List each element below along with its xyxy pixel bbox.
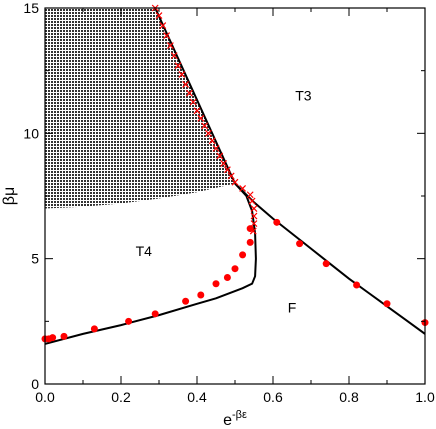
x-marker-9	[185, 89, 193, 97]
x-marker-14	[204, 129, 212, 137]
x-tick-label: 1.0	[415, 389, 435, 405]
x-axis-ticks: 0.0 0.2 0.4 0.6 0.8 1.0	[35, 8, 435, 405]
x-marker-13	[201, 122, 209, 130]
circle-marker-15	[273, 218, 281, 226]
x-marker-19	[223, 166, 231, 174]
x-marker-27	[250, 220, 258, 227]
circle-marker-19	[383, 300, 391, 308]
circle-marker-11	[231, 265, 239, 273]
x-marker-3	[163, 32, 171, 39]
circle-marker-16	[296, 240, 304, 248]
x-tick-label: 0.6	[263, 389, 283, 405]
x-marker-18	[220, 159, 228, 167]
y-axis-ticks: 0 5 10 15	[23, 0, 425, 392]
x-marker-10	[189, 98, 197, 106]
circle-marker-6	[151, 310, 159, 318]
x-marker-4	[166, 42, 174, 50]
region-label-t3: T3	[295, 88, 312, 104]
x-marker-26	[250, 212, 258, 220]
circle-marker-10	[223, 273, 231, 281]
circle-marker-12	[239, 251, 247, 259]
circle-marker-7	[182, 297, 190, 305]
x-marker-12	[197, 114, 205, 122]
y-tick-label: 5	[31, 251, 39, 267]
shaded-region	[45, 8, 235, 209]
circle-marker-4	[90, 325, 98, 333]
circle-marker-5	[125, 317, 133, 325]
circle-marker-2	[49, 334, 57, 342]
y-tick-label: 15	[23, 0, 39, 16]
x-marker-15	[208, 137, 216, 145]
x-tick-label: 0.0	[35, 389, 55, 405]
x-marker-2	[159, 22, 167, 29]
x-marker-28	[249, 227, 257, 235]
data-markers	[41, 4, 429, 343]
x-marker-23	[246, 191, 254, 199]
region-label-f: F	[288, 300, 297, 316]
x-marker-1	[155, 12, 163, 19]
circle-marker-9	[212, 280, 220, 288]
circle-marker-13	[246, 238, 254, 246]
x-marker-16	[212, 144, 220, 152]
x-axis-label: e-βε	[223, 409, 247, 429]
x-marker-6	[174, 62, 182, 70]
y-tick-label: 10	[23, 125, 39, 141]
boundary-line-0	[45, 182, 257, 345]
circle-marker-17	[322, 260, 330, 268]
circle-marker-3	[60, 332, 68, 340]
x-marker-11	[193, 107, 201, 115]
x-marker-17	[216, 152, 224, 160]
y-axis-label: βμ	[1, 187, 18, 205]
x-marker-20	[227, 172, 235, 180]
x-tick-label: 0.2	[111, 389, 131, 405]
region-label-t4: T4	[136, 243, 153, 259]
x-marker-8	[182, 81, 190, 88]
x-marker-24	[248, 197, 256, 205]
boundary-line-2	[234, 182, 425, 335]
x-axis-label-exponent: -βε	[232, 409, 247, 421]
circle-marker-18	[353, 281, 361, 289]
x-tick-label: 0.4	[187, 389, 207, 405]
circle-marker-8	[197, 291, 205, 299]
x-marker-21	[231, 178, 239, 186]
x-axis-label-base: e	[223, 412, 232, 429]
region-labels: T3 T4 F	[136, 88, 312, 316]
x-marker-5	[170, 52, 178, 60]
x-tick-label: 0.8	[339, 389, 359, 405]
x-marker-25	[250, 205, 258, 212]
y-tick-label: 0	[31, 376, 39, 392]
x-marker-22	[239, 185, 247, 192]
shaded-area	[45, 8, 235, 209]
x-marker-7	[178, 71, 186, 78]
